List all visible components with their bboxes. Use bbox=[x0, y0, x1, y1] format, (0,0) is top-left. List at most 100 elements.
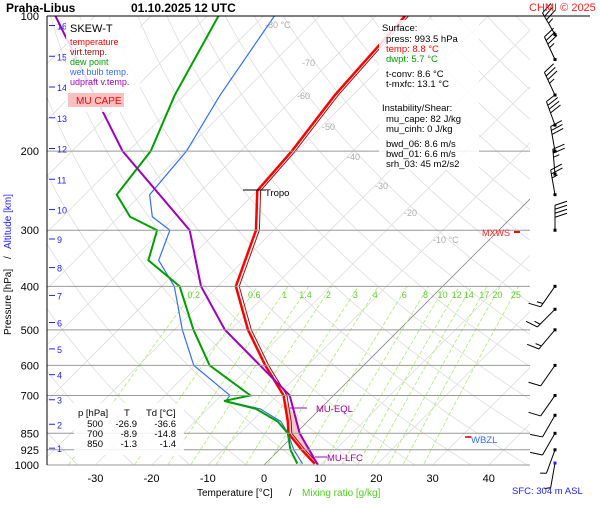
table-header-t: T bbox=[124, 408, 130, 419]
mixing-ratio-label: 10 bbox=[437, 290, 447, 300]
altitude-tick-label: 11 bbox=[57, 175, 66, 185]
legend-updraft: udpraft v.temp. bbox=[70, 77, 129, 87]
wind-barb bbox=[526, 308, 556, 327]
table-cell-p: 850 bbox=[87, 439, 103, 450]
barb-feather bbox=[548, 35, 557, 44]
barb-station bbox=[554, 364, 557, 367]
barb-feather bbox=[544, 64, 553, 73]
sfc-label: SFC: 304 m ASL bbox=[512, 486, 583, 497]
barb-station bbox=[554, 448, 557, 451]
altitude-tick-label: 6 bbox=[57, 319, 62, 329]
isotherm-label: -10 °C bbox=[433, 235, 459, 245]
barb-staff bbox=[551, 463, 555, 488]
isotherm bbox=[535, 6, 600, 475]
temperature-tick-label: 40 bbox=[483, 473, 495, 485]
dry-adiabat bbox=[535, 6, 600, 475]
barb-feather bbox=[529, 412, 541, 416]
dry-adiabat bbox=[134, 6, 600, 475]
altitude-tick-label: 14 bbox=[57, 83, 67, 93]
x-axis-sep: / bbox=[289, 488, 292, 499]
wind-barbs bbox=[526, 3, 567, 488]
pressure-tick-label: 850 bbox=[21, 428, 39, 440]
temperature-tick-label: 30 bbox=[426, 473, 438, 485]
altitude-tick-label: 2 bbox=[57, 420, 62, 430]
legend-wet-bulb: wet bulb temp. bbox=[69, 67, 129, 77]
isotherm-label: -50 bbox=[322, 122, 335, 132]
altitude-tick-label: 16 bbox=[57, 22, 67, 32]
barb-station bbox=[554, 462, 557, 465]
barb-feather bbox=[551, 105, 561, 113]
pressure-tick-label: 1000 bbox=[15, 460, 39, 472]
mixing-ratio-label: 17 bbox=[479, 290, 489, 300]
mixing-ratio-line bbox=[419, 286, 519, 474]
barb-station bbox=[554, 58, 557, 61]
y-axis-label: Pressure [hPa] bbox=[3, 269, 14, 335]
barb-feather bbox=[555, 205, 567, 209]
pressure-tick-label: 400 bbox=[21, 281, 39, 293]
instability-title: Instability/Shear: bbox=[382, 103, 452, 114]
altitude-tick-label: 9 bbox=[57, 235, 62, 245]
mixing-ratio-label: 3 bbox=[353, 290, 358, 300]
isotherm-label: -40 bbox=[347, 152, 360, 162]
mixing-ratio-label: 2 bbox=[326, 290, 331, 300]
mixing-ratio-line bbox=[352, 286, 459, 474]
x-axis-title: Temperature [°C] / Mixing ratio [g/kg] bbox=[197, 488, 381, 499]
isotherm bbox=[142, 6, 600, 475]
surface-tmxfc: t-mxfc: 13.1 °C bbox=[386, 79, 449, 90]
barb-half-feather bbox=[550, 43, 555, 47]
pressure-tick-label: 200 bbox=[21, 146, 39, 158]
temperature-tick-label: 10 bbox=[314, 473, 326, 485]
barb-station bbox=[554, 328, 557, 331]
temperature-tick-label: 20 bbox=[370, 473, 382, 485]
mixing-ratio-label: 1 bbox=[282, 290, 287, 300]
barb-half-feather bbox=[537, 302, 543, 304]
wind-barb bbox=[551, 164, 563, 196]
mu-lfc-label: MU-LFC bbox=[327, 453, 363, 464]
mixing-ratio-label: 25 bbox=[511, 290, 521, 300]
srh-03: srh_03: 45 m2/s2 bbox=[386, 159, 459, 170]
altitude-tick-label: 1 bbox=[57, 444, 62, 454]
barb-station bbox=[554, 394, 557, 397]
station-name: Praha-Libus bbox=[6, 1, 76, 15]
y-axis-title: Pressure [hPa] / Altitude [km] bbox=[3, 194, 14, 335]
barb-station bbox=[554, 308, 557, 311]
legend-mu-cape: MU CAPE bbox=[76, 96, 122, 107]
wind-barb bbox=[529, 364, 557, 386]
table-cell-t: -1.3 bbox=[121, 439, 137, 450]
mixing-ratio-label: 0.2 bbox=[187, 290, 200, 300]
wind-barb bbox=[544, 462, 556, 489]
altitude-tick-label: 3 bbox=[57, 396, 62, 406]
altitude-tick-label: 4 bbox=[57, 371, 62, 381]
isotherm bbox=[479, 6, 600, 475]
mixing-ratio-line bbox=[366, 286, 472, 474]
mixing-ratio-label: 4 bbox=[373, 290, 378, 300]
surface-info: Surface: press: 993.5 hPa temp: 8.8 °C d… bbox=[379, 20, 479, 170]
barb-staff bbox=[541, 365, 555, 385]
barb-staff bbox=[541, 395, 555, 415]
altitude-tick-label: 15 bbox=[57, 52, 67, 62]
mu-cinh: mu_cinh: 0 J/kg bbox=[386, 124, 453, 135]
legend-dew-point: dew point bbox=[70, 57, 109, 67]
barb-staff bbox=[543, 433, 556, 455]
barb-feather bbox=[555, 201, 567, 205]
altitude-tick-label: 5 bbox=[57, 345, 62, 355]
legend: SKEW-T temperature virt.temp. dew point … bbox=[66, 20, 140, 112]
barb-feather bbox=[546, 32, 555, 41]
dry-adiabat bbox=[478, 6, 600, 475]
barb-feather bbox=[555, 213, 567, 217]
surface-title: Surface: bbox=[382, 23, 417, 34]
barb-feather bbox=[546, 67, 555, 76]
wind-barb bbox=[546, 94, 560, 127]
legend-virt-temp: virt.temp. bbox=[70, 47, 107, 57]
wind-barb bbox=[530, 414, 556, 437]
wind-barb bbox=[529, 394, 557, 416]
dry-adiabat bbox=[507, 6, 600, 475]
mixing-ratio-label: 20 bbox=[492, 290, 502, 300]
mixing-ratio-label: 8 bbox=[423, 290, 428, 300]
barb-feather bbox=[529, 303, 541, 307]
wind-barb bbox=[554, 201, 568, 232]
barb-feather bbox=[546, 94, 556, 102]
barb-half-feather bbox=[534, 321, 540, 324]
pressure-tick-label: 300 bbox=[21, 225, 39, 237]
